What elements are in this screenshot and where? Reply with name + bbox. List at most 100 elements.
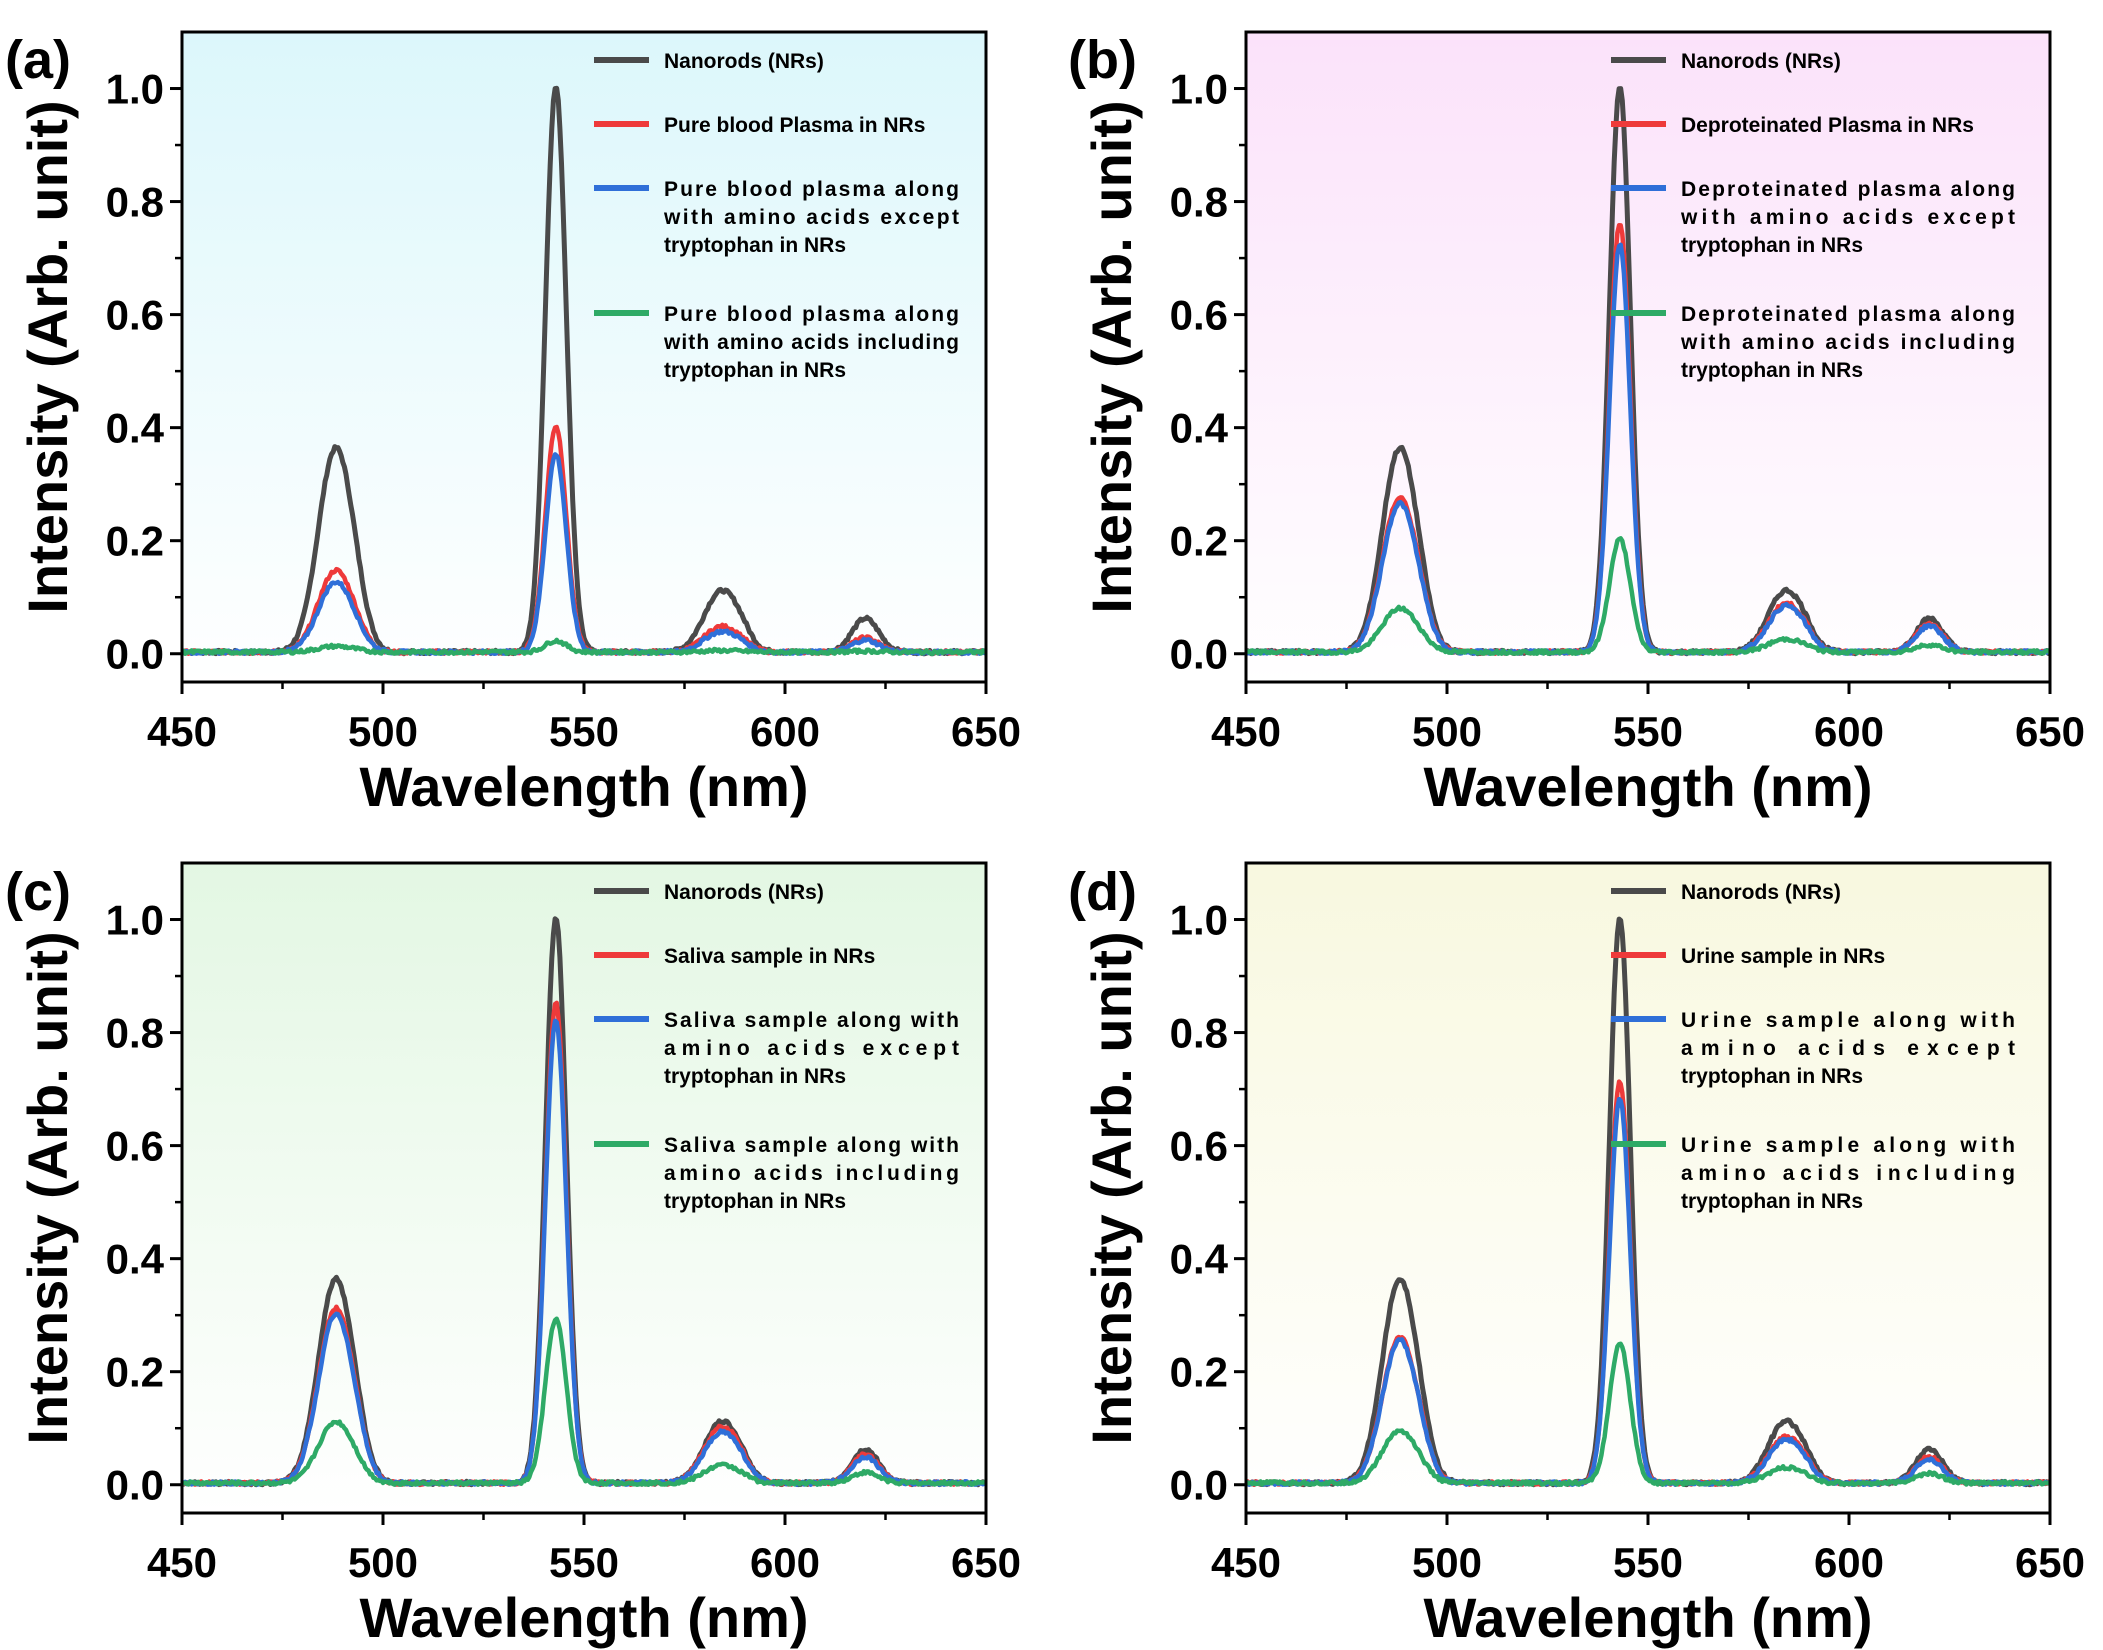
legend-label-including-trp: with amino acids including [663, 331, 959, 354]
y-tick-label: 0.2 [1170, 518, 1228, 565]
x-tick-label: 500 [348, 1539, 418, 1586]
y-tick-label: 0.8 [106, 1010, 164, 1057]
panel-a: 450 500 550 600 650 0.0 0.2 0.4 0.6 0.8 1.0 Wavelen… [5, 30, 1021, 818]
y-tick-label: 0.0 [106, 631, 164, 678]
y-tick-label: 0.4 [1170, 1236, 1229, 1283]
legend-label-sample: Urine sample in NRs [1681, 945, 1885, 968]
series-line-including-trp [182, 637, 986, 656]
legend-label-except-trp: Urine sample along with [1681, 1009, 2015, 1032]
panel-label: (c) [5, 862, 71, 922]
y-tick-label: 0.4 [106, 1236, 165, 1283]
x-tick-label: 550 [549, 1539, 619, 1586]
y-axis-title: Intensity (Arb. unit) [16, 931, 79, 1444]
series-line-except-trp [182, 1018, 986, 1487]
y-tick-label: 0.4 [106, 405, 165, 452]
y-tick-label: 1.0 [106, 66, 164, 113]
y-tick-label: 1.0 [106, 897, 164, 944]
x-tick-label: 500 [1412, 1539, 1482, 1586]
legend-label-including-trp: tryptophan in NRs [664, 1190, 846, 1213]
legend-label-nanorods: Nanorods (NRs) [664, 50, 824, 73]
legend-label-sample: Deproteinated Plasma in NRs [1681, 114, 1974, 137]
legend-label-nanorods: Nanorods (NRs) [1681, 50, 1841, 73]
panel-label: (b) [1068, 30, 1137, 90]
x-axis-title: Wavelength (nm) [359, 755, 808, 818]
x-tick-label: 650 [951, 1539, 1021, 1586]
legend-label-except-trp: Saliva sample along with [664, 1009, 959, 1032]
x-tick-label: 450 [1211, 1539, 1281, 1586]
panel-d: 450 500 550 600 650 0.0 0.2 0.4 0.6 0.8 1.0 Wavelen… [1068, 861, 2085, 1649]
y-tick-label: 0.8 [1170, 179, 1228, 226]
x-axis-title: Wavelength (nm) [359, 1586, 808, 1649]
x-axis-title: Wavelength (nm) [1423, 1586, 1872, 1649]
legend-label-except-trp: tryptophan in NRs [1681, 1065, 1863, 1088]
legend-label-including-trp: Urine sample along with [1681, 1134, 2015, 1157]
x-tick-label: 550 [1613, 708, 1683, 755]
x-tick-label: 650 [2015, 1539, 2085, 1586]
x-tick-label: 450 [147, 1539, 217, 1586]
y-axis-title: Intensity (Arb. unit) [1080, 100, 1143, 613]
series-lines [1246, 86, 2050, 657]
series-line-including-trp [1246, 1341, 2050, 1487]
y-tick-label: 0.6 [106, 1123, 164, 1170]
legend-label-including-trp: with amino acids including [1680, 331, 2015, 354]
panel-c: 450 500 550 600 650 0.0 0.2 0.4 0.6 0.8 1.0 Wavelen… [5, 861, 1021, 1649]
legend: Nanorods (NRs)Pure blood Plasma in NRsPu… [594, 50, 959, 382]
legend-label-except-trp: tryptophan in NRs [664, 234, 846, 257]
panel-label: (a) [5, 30, 71, 90]
series-line-including-trp [182, 1316, 986, 1487]
legend-label-except-trp: tryptophan in NRs [1681, 234, 1863, 257]
x-tick-label: 500 [348, 708, 418, 755]
legend-label-sample: Pure blood Plasma in NRs [664, 114, 925, 137]
y-tick-label: 0.8 [1170, 1010, 1228, 1057]
y-tick-label: 0.0 [106, 1462, 164, 1509]
series-lines [182, 916, 986, 1488]
x-tick-label: 600 [1814, 708, 1884, 755]
series-lines [182, 85, 986, 657]
legend-label-including-trp: tryptophan in NRs [1681, 1190, 1863, 1213]
series-line-including-trp [1246, 536, 2050, 656]
legend-label-including-trp: tryptophan in NRs [1681, 359, 1863, 382]
x-tick-label: 550 [1613, 1539, 1683, 1586]
panel-b: 450 500 550 600 650 0.0 0.2 0.4 0.6 0.8 1.0 Wavelen… [1068, 30, 2085, 818]
series-line-except-trp [1246, 242, 2050, 656]
x-tick-label: 600 [750, 1539, 820, 1586]
x-tick-label: 450 [1211, 708, 1281, 755]
y-tick-label: 0.2 [106, 518, 164, 565]
series-line-nanorods [182, 85, 986, 657]
series-line-except-trp [182, 452, 986, 656]
x-tick-label: 600 [750, 708, 820, 755]
legend-label-except-trp: with amino acids except [663, 206, 959, 229]
x-tick-label: 650 [951, 708, 1021, 755]
x-tick-label: 650 [2015, 708, 2085, 755]
series-line-except-trp [1246, 1096, 2050, 1487]
y-tick-label: 0.2 [106, 1349, 164, 1396]
x-tick-label: 500 [1412, 708, 1482, 755]
legend-label-except-trp: with amino acids except [1680, 206, 2015, 229]
panel-label: (d) [1068, 862, 1137, 922]
y-tick-label: 0.0 [1170, 631, 1228, 678]
series-lines [1246, 916, 2050, 1488]
legend-label-sample: Saliva sample in NRs [664, 945, 875, 968]
y-axis-title: Intensity (Arb. unit) [16, 100, 79, 613]
legend-label-including-trp: Saliva sample along with [664, 1134, 959, 1157]
plot-background [182, 32, 986, 682]
y-tick-label: 0.6 [1170, 292, 1228, 339]
legend-label-except-trp: tryptophan in NRs [664, 1065, 846, 1088]
plot-background [1246, 863, 2050, 1513]
x-tick-label: 550 [549, 708, 619, 755]
y-tick-label: 0.8 [106, 179, 164, 226]
legend-label-nanorods: Nanorods (NRs) [664, 881, 824, 904]
y-tick-label: 0.2 [1170, 1349, 1228, 1396]
legend-label-nanorods: Nanorods (NRs) [1681, 881, 1841, 904]
y-tick-label: 0.6 [1170, 1123, 1228, 1170]
x-axis-title: Wavelength (nm) [1423, 755, 1872, 818]
y-tick-label: 0.0 [1170, 1462, 1228, 1509]
y-tick-label: 1.0 [1170, 897, 1228, 944]
y-tick-label: 0.4 [1170, 405, 1229, 452]
x-tick-label: 600 [1814, 1539, 1884, 1586]
y-tick-label: 1.0 [1170, 66, 1228, 113]
y-tick-label: 0.6 [106, 292, 164, 339]
legend-label-including-trp: tryptophan in NRs [664, 359, 846, 382]
x-tick-label: 450 [147, 708, 217, 755]
